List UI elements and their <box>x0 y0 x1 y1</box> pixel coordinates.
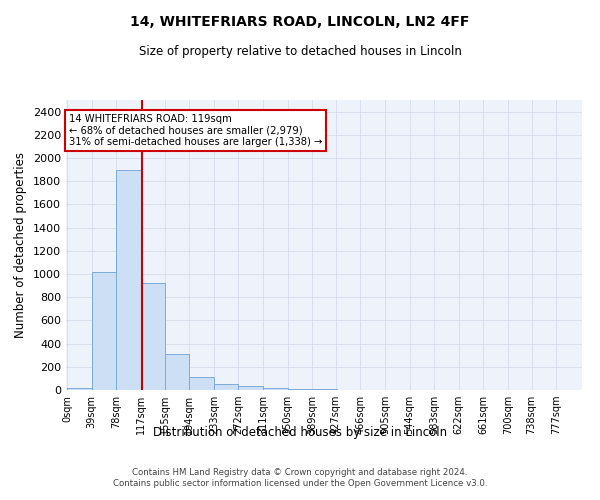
Text: Distribution of detached houses by size in Lincoln: Distribution of detached houses by size … <box>153 426 447 439</box>
Bar <box>141 284 166 390</box>
Bar <box>238 386 263 390</box>
Text: Size of property relative to detached houses in Lincoln: Size of property relative to detached ho… <box>139 45 461 58</box>
Y-axis label: Number of detached properties: Number of detached properties <box>14 152 28 338</box>
Bar <box>214 384 238 390</box>
Text: 14 WHITEFRIARS ROAD: 119sqm
← 68% of detached houses are smaller (2,979)
31% of : 14 WHITEFRIARS ROAD: 119sqm ← 68% of det… <box>68 114 322 147</box>
Bar <box>92 272 116 390</box>
Bar <box>190 377 214 390</box>
Text: 14, WHITEFRIARS ROAD, LINCOLN, LN2 4FF: 14, WHITEFRIARS ROAD, LINCOLN, LN2 4FF <box>130 15 470 29</box>
Bar <box>165 354 190 390</box>
Text: Contains HM Land Registry data © Crown copyright and database right 2024.
Contai: Contains HM Land Registry data © Crown c… <box>113 468 487 487</box>
Bar <box>116 170 141 390</box>
Bar <box>263 388 287 390</box>
Bar <box>67 388 92 390</box>
Bar <box>287 389 312 390</box>
